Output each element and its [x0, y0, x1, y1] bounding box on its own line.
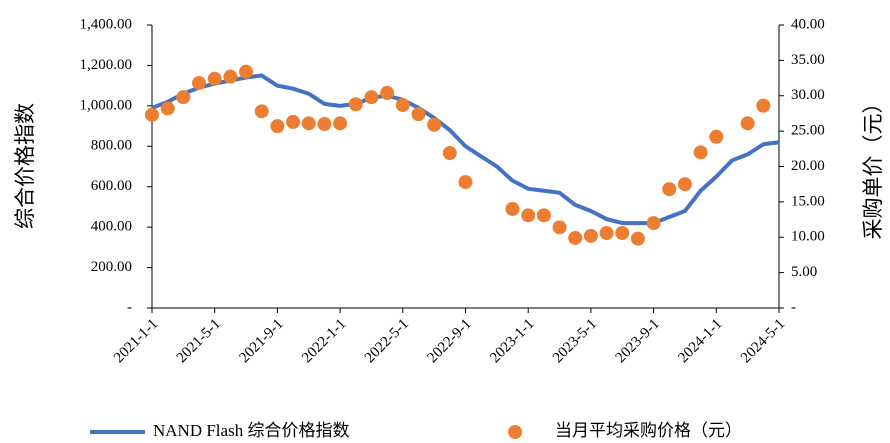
x-tick-label: 2022-9-1 — [425, 316, 475, 366]
y2-tick-label: 25.00 — [791, 123, 825, 139]
y-tick-label: 1,400.00 — [80, 16, 133, 32]
point — [709, 129, 724, 144]
point — [458, 175, 473, 190]
point — [662, 182, 677, 197]
y2-axis-title: 采购单价（元） — [861, 93, 885, 240]
x-tick-label: 2024-1-1 — [675, 316, 725, 366]
x-tick-label: 2023-9-1 — [613, 316, 663, 366]
point — [145, 107, 159, 122]
point — [348, 97, 363, 112]
x-tick-label: 2022-1-1 — [299, 316, 349, 366]
y-tick-label: 400.00 — [91, 219, 132, 235]
point — [568, 230, 583, 245]
x-tick-label: 2021-5-1 — [174, 316, 224, 366]
point — [536, 208, 551, 223]
point — [333, 116, 348, 131]
y2-tick-label: - — [791, 299, 796, 315]
legend: NAND Flash 综合价格指数 当月平均采购价格（元） — [90, 421, 742, 440]
y2-tick-label: 15.00 — [791, 193, 825, 209]
point — [317, 117, 332, 132]
point — [176, 90, 191, 105]
x-tick-label: 2021-1-1 — [111, 316, 161, 366]
point — [192, 76, 207, 91]
y2-tick-label: 20.00 — [791, 158, 825, 174]
y-axis-title: 综合价格指数 — [13, 103, 37, 229]
point — [254, 104, 269, 119]
legend-swatch — [508, 425, 522, 439]
point — [270, 119, 285, 134]
point — [223, 69, 238, 84]
x-tick-label: 2022-5-1 — [362, 316, 412, 366]
x-tick-label: 2023-1-1 — [487, 316, 537, 366]
point — [442, 146, 457, 161]
point — [427, 117, 442, 132]
point — [301, 116, 316, 131]
y-tick-label: 200.00 — [91, 259, 132, 275]
point — [411, 107, 426, 122]
point — [615, 226, 630, 241]
point — [583, 228, 598, 243]
point — [395, 97, 410, 112]
legend-label: NAND Flash 综合价格指数 — [153, 421, 349, 440]
legend-label: 当月平均采购价格（元） — [555, 421, 742, 440]
x-tick-label: 2021-9-1 — [236, 316, 286, 366]
y2-tick-label: 30.00 — [791, 87, 825, 103]
y2-tick-label: 35.00 — [791, 52, 825, 68]
y2-tick-label: 40.00 — [791, 16, 825, 32]
point — [239, 64, 254, 79]
point — [286, 114, 301, 129]
y-tick-label: 800.00 — [91, 138, 132, 154]
point — [693, 145, 708, 160]
line — [151, 73, 780, 226]
point — [756, 98, 771, 113]
x-tick-label: 2024-5-1 — [738, 316, 788, 366]
point — [160, 101, 175, 116]
point — [630, 231, 645, 246]
y2-tick-label: 5.00 — [791, 264, 817, 280]
y2-tick-label: 10.00 — [791, 229, 825, 245]
point — [207, 71, 222, 86]
point — [677, 177, 692, 192]
y-tick-label: 1,000.00 — [80, 97, 133, 113]
point — [599, 226, 614, 241]
point — [552, 220, 567, 235]
y-tick-label: 1,200.00 — [80, 57, 133, 73]
y-tick-label: - — [127, 299, 132, 315]
point — [646, 216, 661, 231]
point — [380, 85, 395, 100]
point — [740, 116, 755, 131]
x-tick-label: 2023-5-1 — [550, 316, 600, 366]
y-tick-label: 600.00 — [91, 178, 132, 194]
point — [505, 201, 520, 216]
point — [364, 90, 379, 105]
point — [521, 208, 536, 223]
